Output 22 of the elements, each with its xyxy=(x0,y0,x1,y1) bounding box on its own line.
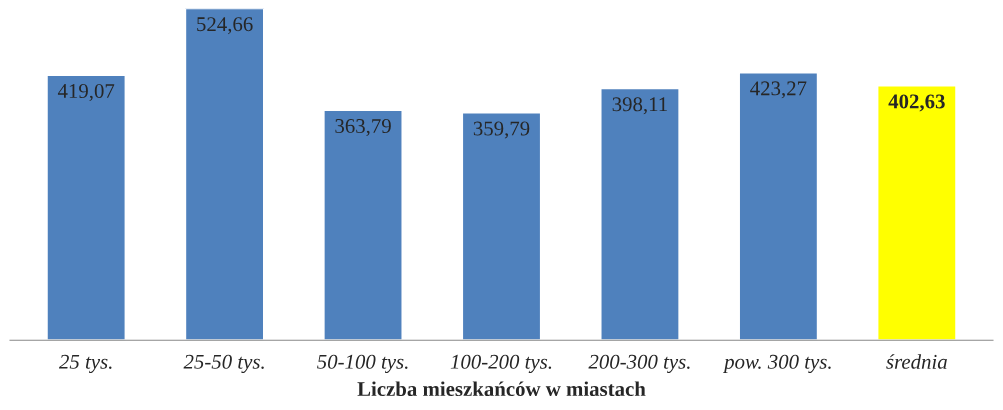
bar xyxy=(45,74,127,341)
bar xyxy=(876,84,958,341)
data-label: 359,79 xyxy=(473,121,530,139)
data-label: 419,07 xyxy=(57,83,115,102)
data-label: 402,63 xyxy=(888,94,945,112)
x-tick-label: 25 tys. xyxy=(58,354,112,374)
x-tick-label: 200-300 tys. xyxy=(588,354,690,374)
bar xyxy=(737,71,819,341)
x-tick-label: 25-50 tys. xyxy=(183,354,264,374)
data-label: 423,27 xyxy=(750,81,807,99)
data-label: 524,66 xyxy=(197,17,253,35)
x-axis-title: Liczba mieszkańców w miastach xyxy=(357,381,646,397)
bar xyxy=(184,8,266,341)
data-label: 363,79 xyxy=(335,119,391,137)
bar xyxy=(322,108,404,341)
bar xyxy=(599,87,681,341)
x-tick-label: średnia xyxy=(886,354,947,369)
x-tick-label: pow. 300 tys. xyxy=(722,354,831,374)
x-tick-label: 100-200 tys. xyxy=(450,354,552,374)
data-label: 398,11 xyxy=(612,97,667,115)
bar xyxy=(461,111,542,341)
x-tick-label: 50-100 tys. xyxy=(317,354,408,374)
